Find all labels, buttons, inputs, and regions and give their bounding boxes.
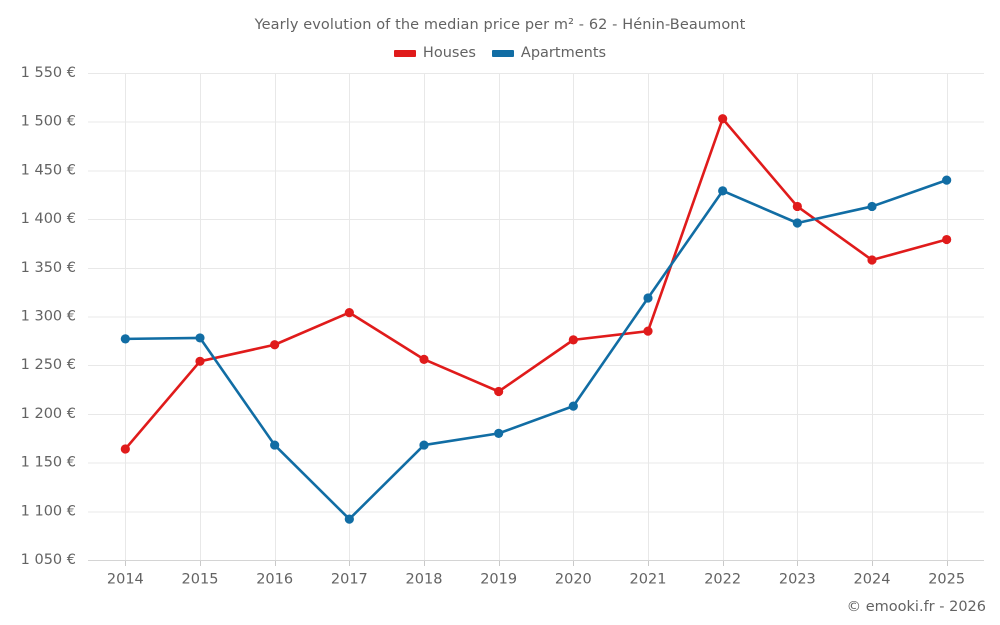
y-axis-tick-label: 1 550 € xyxy=(21,65,76,81)
y-axis-tick-label: 1 450 € xyxy=(21,162,76,178)
x-axis-tick-label: 2014 xyxy=(107,572,144,588)
y-axis-tick-label: 1 100 € xyxy=(21,503,76,519)
data-point-houses-2024[interactable] xyxy=(867,255,877,265)
data-point-houses-2021[interactable] xyxy=(643,326,653,336)
x-axis-tick-label: 2022 xyxy=(704,572,741,588)
x-axis-tick-label: 2025 xyxy=(928,572,965,588)
y-axis-tick-label: 1 300 € xyxy=(21,309,76,325)
legend-swatch-apartments xyxy=(491,49,514,57)
legend-label-houses: Houses xyxy=(422,45,476,61)
y-axis-tick-label: 1 150 € xyxy=(21,455,76,471)
data-point-apartments-2015[interactable] xyxy=(195,333,205,343)
data-point-apartments-2017[interactable] xyxy=(344,514,354,524)
y-axis-tick-label: 1 500 € xyxy=(21,114,76,130)
data-point-apartments-2025[interactable] xyxy=(942,175,952,185)
data-point-houses-2018[interactable] xyxy=(419,354,429,364)
data-point-apartments-2021[interactable] xyxy=(643,293,653,303)
x-axis-tick-label: 2017 xyxy=(331,572,368,588)
data-point-houses-2019[interactable] xyxy=(494,386,504,397)
data-point-houses-2025[interactable] xyxy=(942,234,952,245)
x-axis-tick-label: 2016 xyxy=(256,572,293,588)
data-point-houses-2023[interactable] xyxy=(792,201,802,212)
x-axis-tick-label: 2018 xyxy=(406,572,443,588)
y-axis-tick-label: 1 350 € xyxy=(21,260,76,276)
y-axis-tick-label: 1 400 € xyxy=(21,211,76,227)
x-axis-tick-label: 2024 xyxy=(854,572,891,588)
legend-label-apartments: Apartments xyxy=(520,45,607,61)
x-axis-tick-label: 2023 xyxy=(779,572,816,588)
data-point-apartments-2016[interactable] xyxy=(270,440,280,450)
data-point-houses-2022[interactable] xyxy=(718,114,728,124)
legend-swatch-houses xyxy=(393,49,416,57)
data-point-houses-2014[interactable] xyxy=(120,444,130,454)
data-point-houses-2015[interactable] xyxy=(195,356,205,366)
y-axis-tick-label: 1 250 € xyxy=(21,357,76,373)
x-axis-tick-label: 2021 xyxy=(630,572,667,588)
data-point-houses-2017[interactable] xyxy=(344,308,354,318)
chart-legend: Houses Apartments xyxy=(0,45,1000,61)
data-point-apartments-2020[interactable] xyxy=(568,401,578,411)
x-axis-tick-label: 2019 xyxy=(480,572,517,588)
data-point-apartments-2024[interactable] xyxy=(867,201,877,212)
data-point-apartments-2019[interactable] xyxy=(494,428,504,438)
legend-item-apartments[interactable]: Apartments xyxy=(491,45,607,61)
data-point-houses-2016[interactable] xyxy=(270,340,280,350)
data-point-apartments-2023[interactable] xyxy=(792,218,802,228)
chart-title: Yearly evolution of the median price per… xyxy=(254,17,746,33)
series-line-apartments xyxy=(124,178,948,521)
y-axis-tick-label: 1 200 € xyxy=(21,406,76,422)
data-point-apartments-2022[interactable] xyxy=(718,186,728,196)
series-line-houses xyxy=(124,117,948,451)
x-axis-tick-label: 2015 xyxy=(182,572,219,588)
data-point-apartments-2018[interactable] xyxy=(419,440,429,450)
x-axis-tick-label: 2020 xyxy=(555,572,592,588)
data-point-apartments-2014[interactable] xyxy=(120,334,130,344)
legend-item-houses[interactable]: Houses xyxy=(393,45,476,61)
footer-credit: © emooki.fr - 2026 xyxy=(846,599,986,615)
y-axis-tick-label: 1 050 € xyxy=(21,552,76,568)
data-point-houses-2020[interactable] xyxy=(568,335,578,345)
